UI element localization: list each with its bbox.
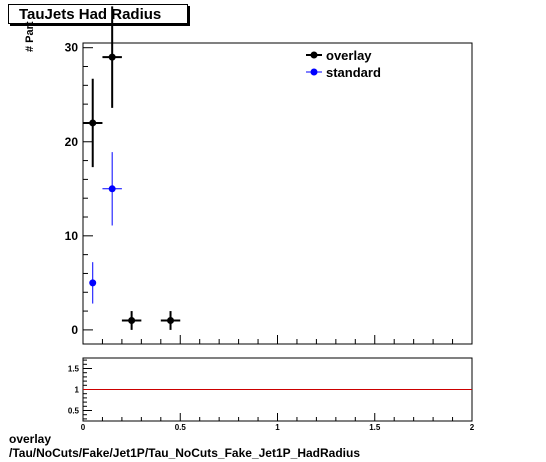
- main-data-marks: [83, 6, 181, 330]
- legend-marker: [310, 68, 318, 76]
- main-x-axis: [82, 335, 473, 344]
- y-tick-label: 0: [71, 323, 78, 337]
- standard-point: [89, 279, 97, 287]
- overlay-point: [108, 53, 116, 61]
- ratio-x-tick-label: 2: [470, 423, 475, 432]
- ratio-y-tick-label: 1.5: [68, 365, 80, 374]
- footer-line1: overlay: [9, 432, 52, 446]
- chart-title: TauJets Had Radius: [8, 4, 188, 24]
- ratio-x-tick-label: 0: [81, 423, 86, 432]
- main-frame-rect: [82, 42, 473, 345]
- ratio-x-tick-label: 0.5: [175, 423, 187, 432]
- legend: overlay standard: [306, 48, 381, 80]
- legend-label: standard: [326, 65, 381, 80]
- footer-line2: /Tau/NoCuts/Fake/Jet1P/Tau_NoCuts_Fake_J…: [9, 446, 360, 460]
- overlay-point: [89, 119, 97, 127]
- standard-point: [108, 185, 116, 193]
- overlay-point: [167, 316, 175, 324]
- y-tick-label: 10: [65, 229, 79, 243]
- overlay-point: [128, 316, 136, 324]
- y-tick-label: 20: [65, 135, 79, 149]
- ratio-x-tick-label: 1: [275, 423, 280, 432]
- y-tick-label: 30: [65, 41, 79, 55]
- ratio-y-tick-label: 0.5: [68, 407, 80, 416]
- ratio-x-axis: 0 0.5 1 1.5 2: [81, 413, 475, 432]
- ratio-x-tick-label: 1.5: [369, 423, 381, 432]
- ratio-y-tick-label: 1: [75, 386, 80, 395]
- legend-label: overlay: [326, 48, 372, 63]
- main-y-axis: 0 10 20 30: [65, 41, 93, 337]
- main-plot-frame: [82, 42, 473, 345]
- legend-marker: [310, 51, 318, 59]
